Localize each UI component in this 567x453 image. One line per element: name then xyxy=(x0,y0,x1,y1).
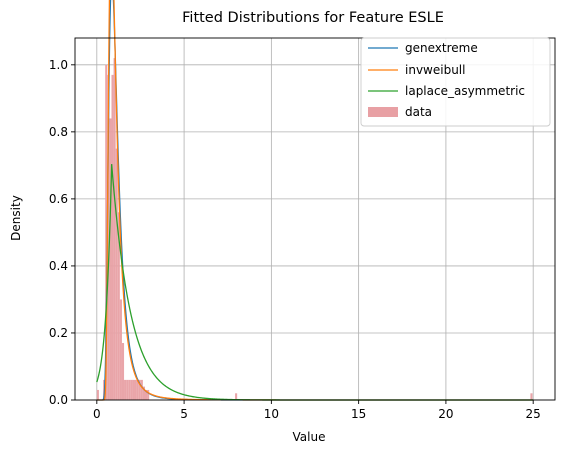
y-tick-label: 0.2 xyxy=(49,326,68,340)
histogram-bar xyxy=(96,389,99,400)
x-axis-label: Value xyxy=(293,430,326,444)
x-tick-label: 15 xyxy=(351,407,366,421)
histogram-bar xyxy=(113,58,116,400)
legend-label-data: data xyxy=(405,105,432,119)
histogram-bar xyxy=(126,379,129,400)
histogram-bar xyxy=(144,389,148,400)
histogram-bar xyxy=(107,74,110,401)
histogram-bar xyxy=(134,379,137,400)
histogram-bar xyxy=(117,212,120,400)
histogram-bar xyxy=(115,148,118,400)
histogram-bar xyxy=(109,118,112,400)
legend-label-genextreme: genextreme xyxy=(405,41,478,55)
histogram-bar xyxy=(119,299,122,400)
histogram-bar xyxy=(130,379,133,400)
y-tick-label: 1.0 xyxy=(49,58,68,72)
histogram-bar xyxy=(140,379,143,400)
y-tick-label: 0.4 xyxy=(49,259,68,273)
y-tick-label: 0.8 xyxy=(49,125,68,139)
y-axis-label: Density xyxy=(9,195,23,241)
histogram-bar xyxy=(111,74,114,401)
histogram-bar xyxy=(142,386,145,400)
y-tick-label: 0.0 xyxy=(49,393,68,407)
legend: genextreme invweibull laplace_asymmetricda… xyxy=(360,37,551,127)
x-tick-label: 20 xyxy=(438,407,453,421)
x-tick-label: 25 xyxy=(526,407,541,421)
histogram-bar xyxy=(128,379,131,400)
y-tick-label: 0.6 xyxy=(49,192,68,206)
histogram-bar xyxy=(147,389,150,400)
histogram-bar xyxy=(530,393,533,400)
legend-label-invweibull: invweibull xyxy=(405,63,465,77)
histogram-bar xyxy=(105,64,108,400)
fitted-line-laplace_asymmetric xyxy=(96,164,534,401)
x-tick-label: 10 xyxy=(264,407,279,421)
plot-frame xyxy=(74,37,556,401)
legend-label-laplace_asymmetric: laplace_asymmetric xyxy=(405,84,525,98)
histogram-bar xyxy=(138,379,141,400)
chart-title: Fitted Distributions for Feature ESLE xyxy=(182,10,444,26)
histogram-bar xyxy=(235,393,238,400)
legend-box xyxy=(360,37,551,127)
histogram-bar xyxy=(124,379,127,400)
x-tick-label: 5 xyxy=(180,407,188,421)
histogram-bar xyxy=(121,343,125,400)
legend-swatch-data xyxy=(368,107,398,117)
histogram-bar xyxy=(136,379,139,400)
axes: 0 5 10 15 20 25 0.0 0.2 0.4 0.6 0.8 1.0 xyxy=(49,37,556,421)
histogram-bar xyxy=(132,379,135,400)
x-tick-label: 0 xyxy=(93,407,101,421)
